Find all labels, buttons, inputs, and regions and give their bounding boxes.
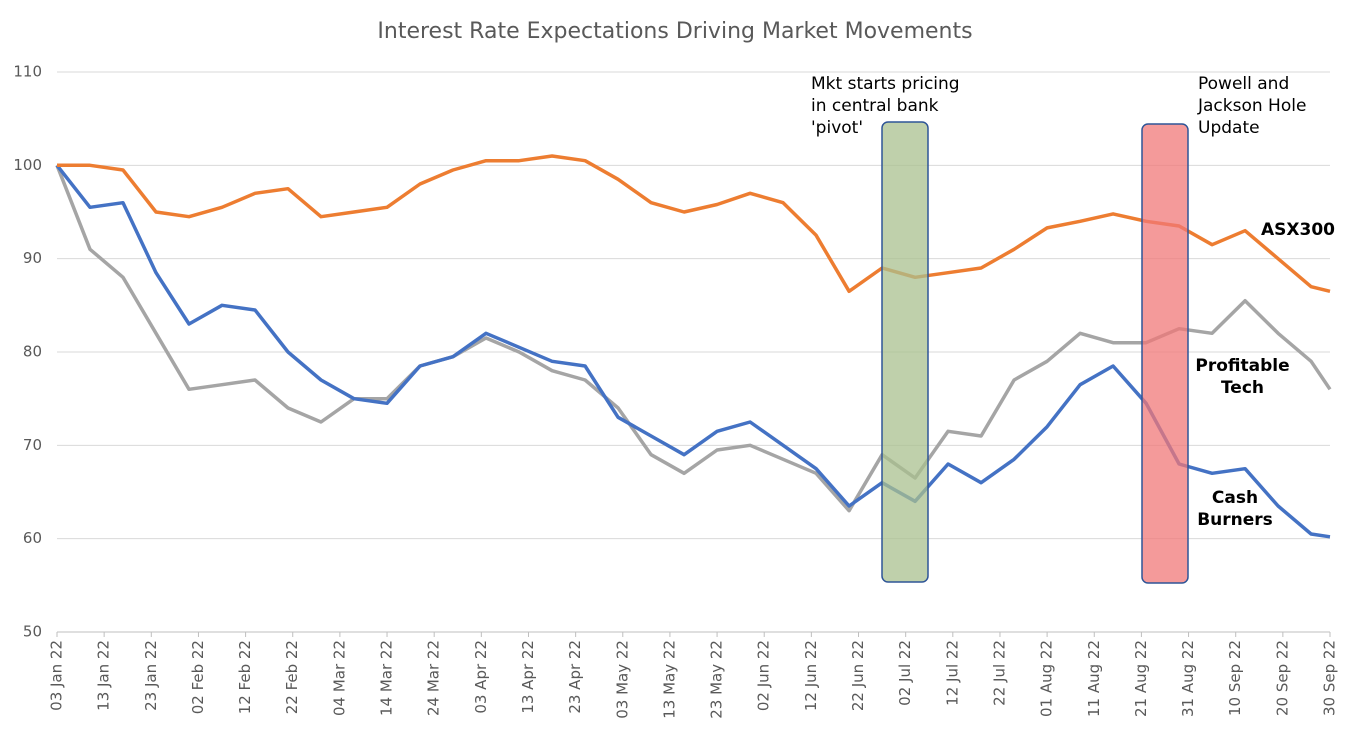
x-tick-label: 10 Sep 22 [1226,640,1244,716]
series-label: Cash Burners [1197,488,1273,530]
x-tick-label: 23 Jan 22 [142,640,160,711]
highlight-box [881,121,929,583]
x-tick-label: 03 Apr 22 [472,640,490,714]
x-tick-label: 22 Feb 22 [283,640,301,714]
x-tick-label: 30 Sep 22 [1321,640,1339,716]
annotation: Mkt starts pricing in central bank 'pivo… [811,74,960,138]
y-tick-label: 60 [23,529,42,547]
annotation: Powell and Jackson Hole Update [1198,74,1307,138]
y-tick-label: 50 [23,623,42,641]
x-tick-label: 14 Mar 22 [378,640,396,716]
x-tick-label: 03 Jan 22 [48,640,66,711]
x-tick-label: 24 Mar 22 [425,640,443,716]
x-tick-label: 13 Jan 22 [95,640,113,711]
series-label: ASX300 [1261,220,1335,240]
highlight-box [1141,123,1189,584]
x-tick-label: 23 Apr 22 [566,640,584,714]
x-tick-label: 12 Jun 22 [802,640,820,711]
x-tick-label: 02 Jul 22 [896,640,914,706]
y-tick-label: 90 [23,249,42,267]
x-tick-label: 21 Aug 22 [1132,640,1150,717]
x-tick-label: 11 Aug 22 [1085,640,1103,717]
series-line [57,154,1331,294]
x-tick-label: 01 Aug 22 [1038,640,1056,717]
series-label: Profitable Tech [1195,356,1290,398]
chart-title: Interest Rate Expectations Driving Marke… [377,19,972,44]
y-tick-label: 110 [13,63,42,81]
x-tick-label: 03 May 22 [613,640,631,719]
x-tick-label: 22 Jul 22 [990,640,1008,706]
x-tick-label: 13 May 22 [660,640,678,719]
x-tick-label: 02 Feb 22 [189,640,207,714]
x-tick-label: 31 Aug 22 [1179,640,1197,717]
x-tick-label: 12 Feb 22 [236,640,254,714]
y-tick-label: 100 [13,156,42,174]
x-tick-label: 22 Jun 22 [849,640,867,711]
x-tick-label: 02 Jun 22 [755,640,773,711]
x-tick-label: 13 Apr 22 [519,640,537,714]
y-tick-label: 70 [23,436,42,454]
x-tick-label: 12 Jul 22 [943,640,961,706]
y-tick-label: 80 [23,343,42,361]
series-line [55,164,1332,513]
series-line [55,164,1331,539]
x-tick-label: 20 Sep 22 [1273,640,1291,716]
x-tick-label: 04 Mar 22 [330,640,348,716]
x-tick-label: 23 May 22 [708,640,726,719]
